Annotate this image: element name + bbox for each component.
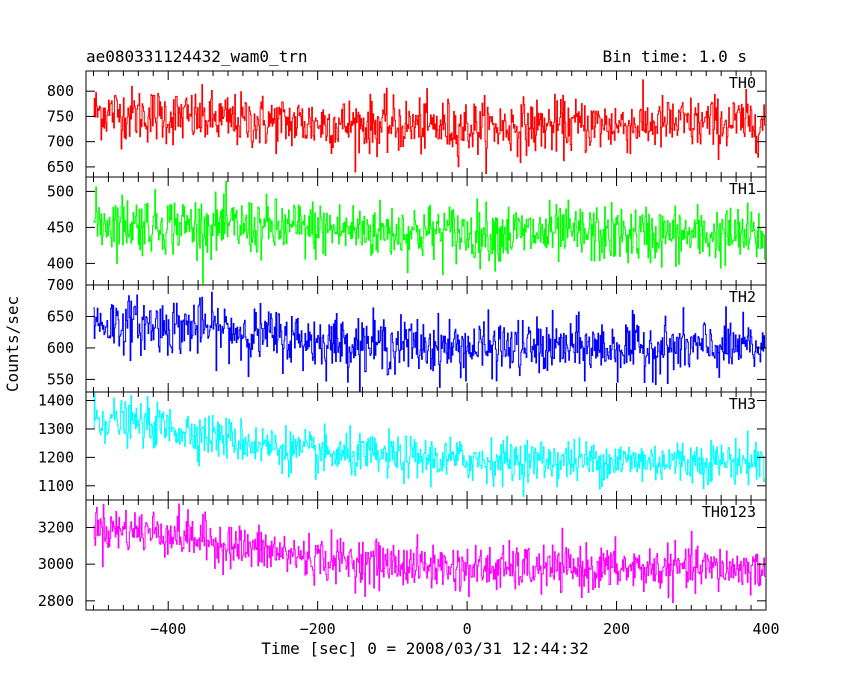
panel-th2: TH2 550 600 650 700 <box>47 276 767 393</box>
panel-label-th2: TH2 <box>729 288 756 306</box>
series-line-th1 <box>93 180 766 285</box>
y-tick-label: 3000 <box>38 555 74 573</box>
y-tick-label: 750 <box>47 107 74 125</box>
y-tick-label: 650 <box>47 307 74 325</box>
y-tick-label: 500 <box>47 182 74 200</box>
bin-time-label: Bin time: 1.0 s <box>603 47 748 66</box>
panel-label-th3: TH3 <box>729 395 756 413</box>
y-tick-label: 700 <box>47 276 74 294</box>
chart-title: ae080331124432_wam0_trn <box>86 47 308 66</box>
x-axis-label: Time [sec] 0 = 2008/03/31 12:44:32 <box>261 639 589 658</box>
y-tick-label: 2800 <box>38 592 74 610</box>
x-tick-label: −400 <box>150 620 186 638</box>
panel-label-th1: TH1 <box>729 180 756 198</box>
panel-th0123: TH0123 2800 3000 3200 <box>38 499 767 611</box>
y-tick-label: 800 <box>47 82 74 100</box>
panel-label-th0: TH0 <box>729 74 756 92</box>
x-tick-label: 200 <box>603 620 630 638</box>
y-axis-label: Counts/sec <box>3 296 22 392</box>
y-tick-label: 1100 <box>38 477 74 495</box>
y-tick-label: 3200 <box>38 519 74 537</box>
y-tick-label: 400 <box>47 254 74 272</box>
panel-frame <box>85 499 767 611</box>
x-tick-label: 400 <box>752 620 779 638</box>
y-tick-label: 1200 <box>38 448 74 466</box>
panel-th0: TH0 650 700 750 800 <box>47 70 767 178</box>
panels: TH0 650 700 750 800 TH1 400 450 500 TH2 550 600 650 7… <box>38 70 780 638</box>
series-line-th2 <box>93 291 766 392</box>
x-tick-label: 0 <box>463 620 472 638</box>
series-line-th0 <box>93 79 766 174</box>
series-line-th3 <box>93 392 766 497</box>
panel-th1: TH1 400 450 500 <box>47 176 767 286</box>
y-tick-label: 450 <box>47 218 74 236</box>
y-tick-label: 1400 <box>38 392 74 410</box>
panel-label-th0123: TH0123 <box>702 503 756 521</box>
y-tick-label: 600 <box>47 339 74 357</box>
y-tick-label: 700 <box>47 133 74 151</box>
series-line-th0123 <box>93 503 766 604</box>
x-tick-label: −200 <box>300 620 336 638</box>
panel-th3: TH3 1100 1200 1300 1400 <box>38 391 767 501</box>
y-tick-label: 1300 <box>38 420 74 438</box>
y-tick-label: 650 <box>47 158 74 176</box>
y-tick-label: 550 <box>47 370 74 388</box>
